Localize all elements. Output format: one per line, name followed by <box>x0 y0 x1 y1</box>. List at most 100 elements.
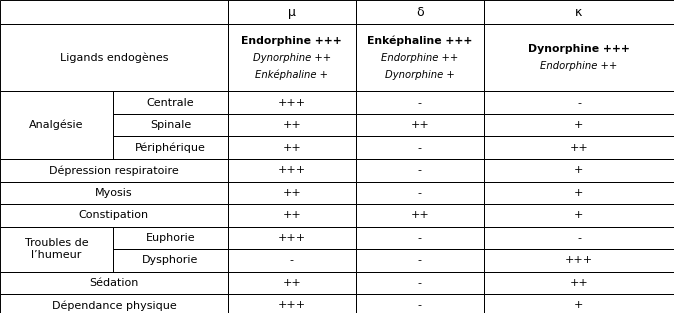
Bar <box>228 159 356 182</box>
Bar <box>228 182 356 204</box>
Text: Sédation: Sédation <box>89 278 139 288</box>
Bar <box>228 91 356 114</box>
Text: Dynorphine +: Dynorphine + <box>385 70 455 80</box>
Text: Analgésie: Analgésie <box>30 120 84 131</box>
Text: +++: +++ <box>278 300 306 310</box>
Text: Spinale: Spinale <box>150 120 191 130</box>
Bar <box>228 204 356 227</box>
Bar <box>228 227 356 249</box>
Bar <box>0 91 113 159</box>
Text: -: - <box>418 255 422 265</box>
Text: ++: ++ <box>570 278 588 288</box>
Text: +: + <box>574 210 584 220</box>
Bar <box>0 0 228 24</box>
Text: Ligands endogènes: Ligands endogènes <box>60 53 168 63</box>
Text: κ: κ <box>576 6 582 18</box>
Text: -: - <box>418 165 422 175</box>
Text: +: + <box>574 188 584 198</box>
Text: ++: ++ <box>282 120 301 130</box>
Text: -: - <box>418 143 422 153</box>
Text: -: - <box>418 233 422 243</box>
Text: -: - <box>418 300 422 310</box>
Text: Dépendance physique: Dépendance physique <box>51 300 177 311</box>
Text: +++: +++ <box>278 165 306 175</box>
Text: ++: ++ <box>282 210 301 220</box>
Bar <box>356 24 484 91</box>
Text: -: - <box>577 98 581 108</box>
Bar <box>484 24 674 91</box>
Text: +: + <box>574 165 584 175</box>
Bar <box>484 159 674 182</box>
Bar <box>484 182 674 204</box>
Bar <box>0 24 228 91</box>
Bar <box>484 91 674 114</box>
Bar <box>0 182 228 204</box>
Text: ++: ++ <box>282 143 301 153</box>
Bar <box>228 272 356 294</box>
Text: Euphorie: Euphorie <box>146 233 195 243</box>
Bar <box>0 204 228 227</box>
Bar <box>0 294 228 313</box>
Bar <box>484 227 674 249</box>
Bar <box>0 159 228 182</box>
Text: Endorphine ++: Endorphine ++ <box>541 61 617 71</box>
Bar <box>113 136 228 159</box>
Bar <box>0 272 228 294</box>
Bar <box>356 0 484 24</box>
Text: Centrale: Centrale <box>147 98 194 108</box>
Text: ++: ++ <box>410 120 429 130</box>
Bar <box>356 114 484 136</box>
Text: +++: +++ <box>565 255 593 265</box>
Text: Dysphorie: Dysphorie <box>142 255 199 265</box>
Bar <box>228 249 356 272</box>
Text: +: + <box>574 120 584 130</box>
Bar <box>356 159 484 182</box>
Bar <box>0 227 113 272</box>
Text: ++: ++ <box>282 188 301 198</box>
Text: -: - <box>418 188 422 198</box>
Text: +++: +++ <box>278 98 306 108</box>
Bar <box>356 136 484 159</box>
Text: ++: ++ <box>410 210 429 220</box>
Text: δ: δ <box>416 6 424 18</box>
Bar <box>484 272 674 294</box>
Text: +: + <box>574 300 584 310</box>
Text: Troubles de
l’humeur: Troubles de l’humeur <box>25 238 88 260</box>
Text: ++: ++ <box>570 143 588 153</box>
Text: Endorphine +++: Endorphine +++ <box>241 36 342 45</box>
Bar <box>228 0 356 24</box>
Bar <box>484 136 674 159</box>
Text: -: - <box>418 98 422 108</box>
Text: Myosis: Myosis <box>95 188 133 198</box>
Bar <box>113 114 228 136</box>
Bar <box>484 204 674 227</box>
Text: Endorphine ++: Endorphine ++ <box>381 53 458 63</box>
Text: ++: ++ <box>282 278 301 288</box>
Bar <box>113 249 228 272</box>
Bar <box>228 24 356 91</box>
Text: Enképhaline +: Enképhaline + <box>255 70 328 80</box>
Bar <box>356 294 484 313</box>
Text: Enképhaline +++: Enképhaline +++ <box>367 35 472 46</box>
Bar <box>356 91 484 114</box>
Text: Constipation: Constipation <box>79 210 149 220</box>
Text: Dépression respiratoire: Dépression respiratoire <box>49 165 179 176</box>
Bar <box>356 272 484 294</box>
Bar <box>113 91 228 114</box>
Bar <box>356 249 484 272</box>
Bar <box>484 0 674 24</box>
Bar <box>484 114 674 136</box>
Bar <box>228 294 356 313</box>
Text: -: - <box>290 255 294 265</box>
Text: -: - <box>418 278 422 288</box>
Text: Périphérique: Périphérique <box>135 142 206 153</box>
Text: +++: +++ <box>278 233 306 243</box>
Bar <box>484 249 674 272</box>
Bar <box>356 204 484 227</box>
Bar <box>356 182 484 204</box>
Bar <box>228 136 356 159</box>
Text: Dynorphine +++: Dynorphine +++ <box>528 44 630 54</box>
Bar <box>484 294 674 313</box>
Text: -: - <box>577 233 581 243</box>
Text: Dynorphine ++: Dynorphine ++ <box>253 53 331 63</box>
